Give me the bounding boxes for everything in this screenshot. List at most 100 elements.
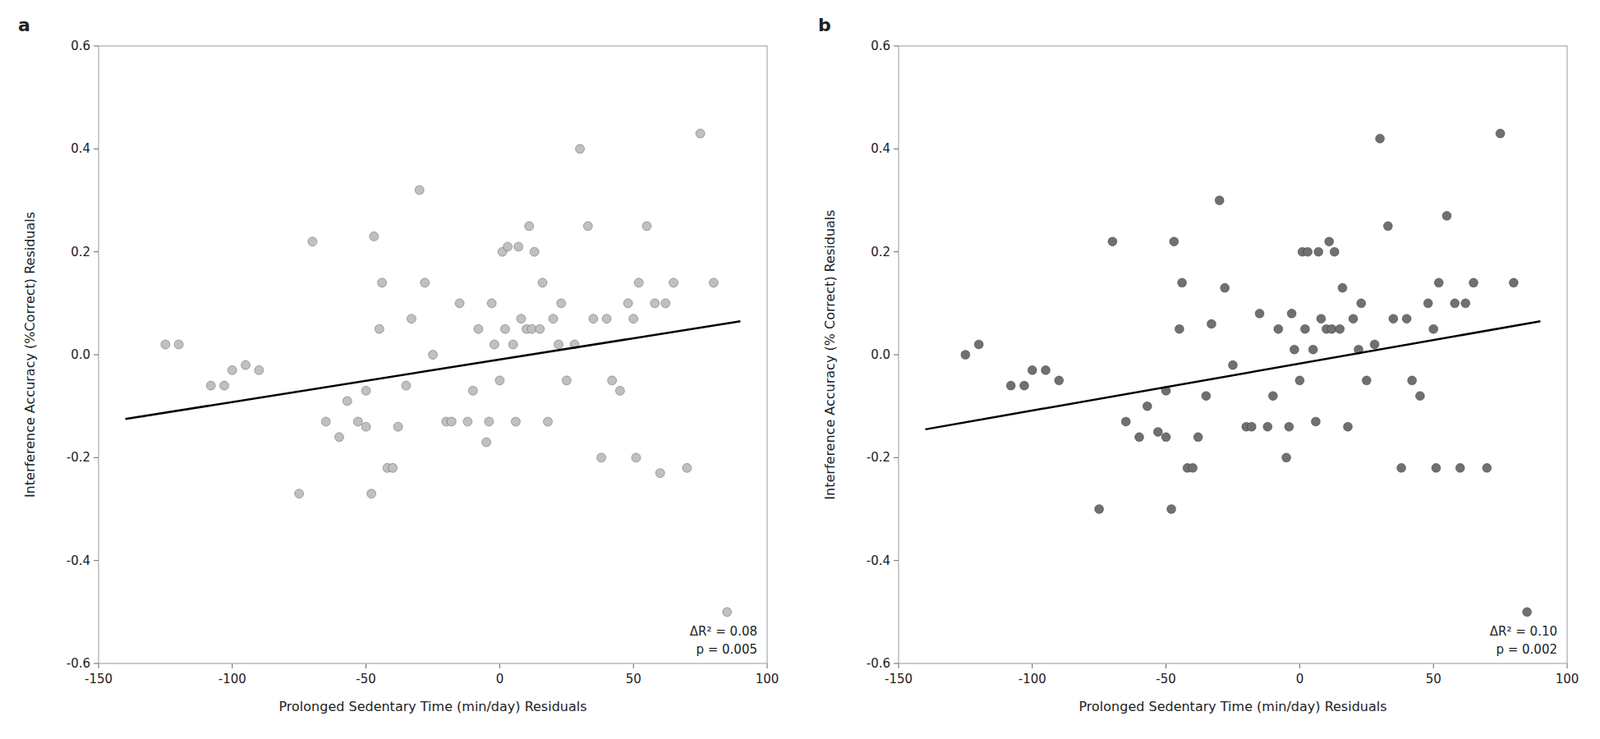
point — [1324, 237, 1334, 247]
point — [543, 417, 553, 427]
point — [1407, 376, 1417, 386]
point — [1255, 308, 1265, 318]
point — [1027, 365, 1037, 375]
y-tick — [893, 148, 899, 150]
x-tick-label: 50 — [625, 671, 642, 687]
panel-label: a — [18, 14, 31, 36]
point — [420, 278, 430, 288]
y-tick-label: -0.6 — [866, 656, 891, 672]
y-tick — [93, 354, 99, 356]
x-tick — [1433, 663, 1435, 669]
point — [455, 298, 465, 309]
point — [1121, 417, 1131, 427]
y-tick-label: 0.0 — [870, 347, 891, 363]
y-tick — [893, 45, 899, 47]
point — [1495, 128, 1505, 138]
point — [1006, 381, 1016, 391]
point — [960, 350, 971, 360]
y-tick — [93, 251, 99, 253]
point — [1273, 324, 1283, 334]
point — [1094, 505, 1104, 515]
point — [527, 324, 537, 334]
point — [1429, 324, 1439, 334]
point — [1522, 607, 1532, 617]
point — [1431, 463, 1441, 473]
y-tick — [893, 663, 899, 665]
point — [1442, 211, 1452, 221]
panel: -150-100-50050100-0.6-0.4-0.20.00.20.40.… — [818, 14, 1579, 715]
point — [1469, 278, 1479, 288]
point — [655, 468, 665, 479]
point — [1327, 324, 1337, 334]
point — [1361, 376, 1371, 386]
point — [1220, 283, 1230, 293]
x-tick-label: 100 — [1555, 671, 1580, 687]
point — [1054, 376, 1064, 386]
point — [695, 128, 705, 138]
point — [1303, 247, 1313, 257]
point — [393, 422, 403, 432]
point — [406, 314, 416, 324]
x-tick-label: 0 — [1296, 671, 1305, 687]
x-tick-label: 0 — [496, 671, 505, 687]
annotation: ΔR² = 0.10p = 0.002 — [1489, 624, 1558, 658]
y-tick-label: -0.2 — [66, 450, 91, 465]
y-tick-label: 0.2 — [70, 244, 91, 260]
point — [174, 340, 184, 350]
point — [1308, 344, 1318, 355]
point — [254, 365, 264, 375]
point — [631, 453, 641, 463]
point — [160, 340, 171, 350]
point — [1461, 298, 1471, 309]
x-tick — [767, 663, 768, 669]
x-tick — [633, 663, 635, 669]
data — [925, 128, 1541, 617]
x-tick — [499, 663, 501, 669]
point — [1246, 422, 1256, 432]
point — [503, 242, 513, 252]
point — [583, 221, 593, 231]
point — [629, 314, 639, 324]
point — [1174, 324, 1184, 334]
point — [388, 463, 398, 473]
point — [308, 237, 318, 247]
point — [1356, 298, 1366, 309]
annotation: ΔR² = 0.08p = 0.005 — [689, 624, 758, 658]
annotation-line: p = 0.005 — [695, 642, 758, 658]
point — [428, 350, 438, 360]
point — [342, 396, 352, 406]
point — [1263, 422, 1273, 432]
point — [377, 278, 387, 288]
x-tick-label: -150 — [84, 671, 113, 687]
regression-line — [925, 321, 1541, 430]
point — [1314, 247, 1324, 257]
point — [516, 314, 526, 324]
data — [125, 128, 741, 617]
y-tick-label: -0.6 — [66, 656, 91, 672]
point — [414, 185, 424, 195]
point — [1397, 463, 1407, 473]
x-tick-label: -100 — [218, 671, 247, 687]
x-tick — [1031, 663, 1033, 669]
y-tick-label: 0.4 — [70, 141, 91, 157]
y-axis-label: Interference Accuracy (% Correct) Residu… — [822, 209, 838, 500]
y-tick-label: 0.2 — [870, 244, 891, 260]
point — [1375, 133, 1385, 143]
point — [1214, 196, 1224, 206]
y-tick — [93, 663, 99, 665]
point — [615, 386, 625, 396]
x-tick — [365, 663, 367, 669]
point — [1295, 376, 1305, 386]
point — [361, 386, 371, 396]
point — [361, 422, 371, 432]
annotation-line: p = 0.002 — [1495, 642, 1558, 658]
point — [1310, 417, 1320, 427]
point — [1108, 237, 1118, 247]
point — [669, 278, 679, 288]
point — [974, 340, 984, 350]
point — [607, 376, 617, 386]
point — [514, 242, 524, 252]
point — [1188, 463, 1198, 473]
point — [1508, 278, 1518, 288]
point — [1289, 344, 1299, 355]
